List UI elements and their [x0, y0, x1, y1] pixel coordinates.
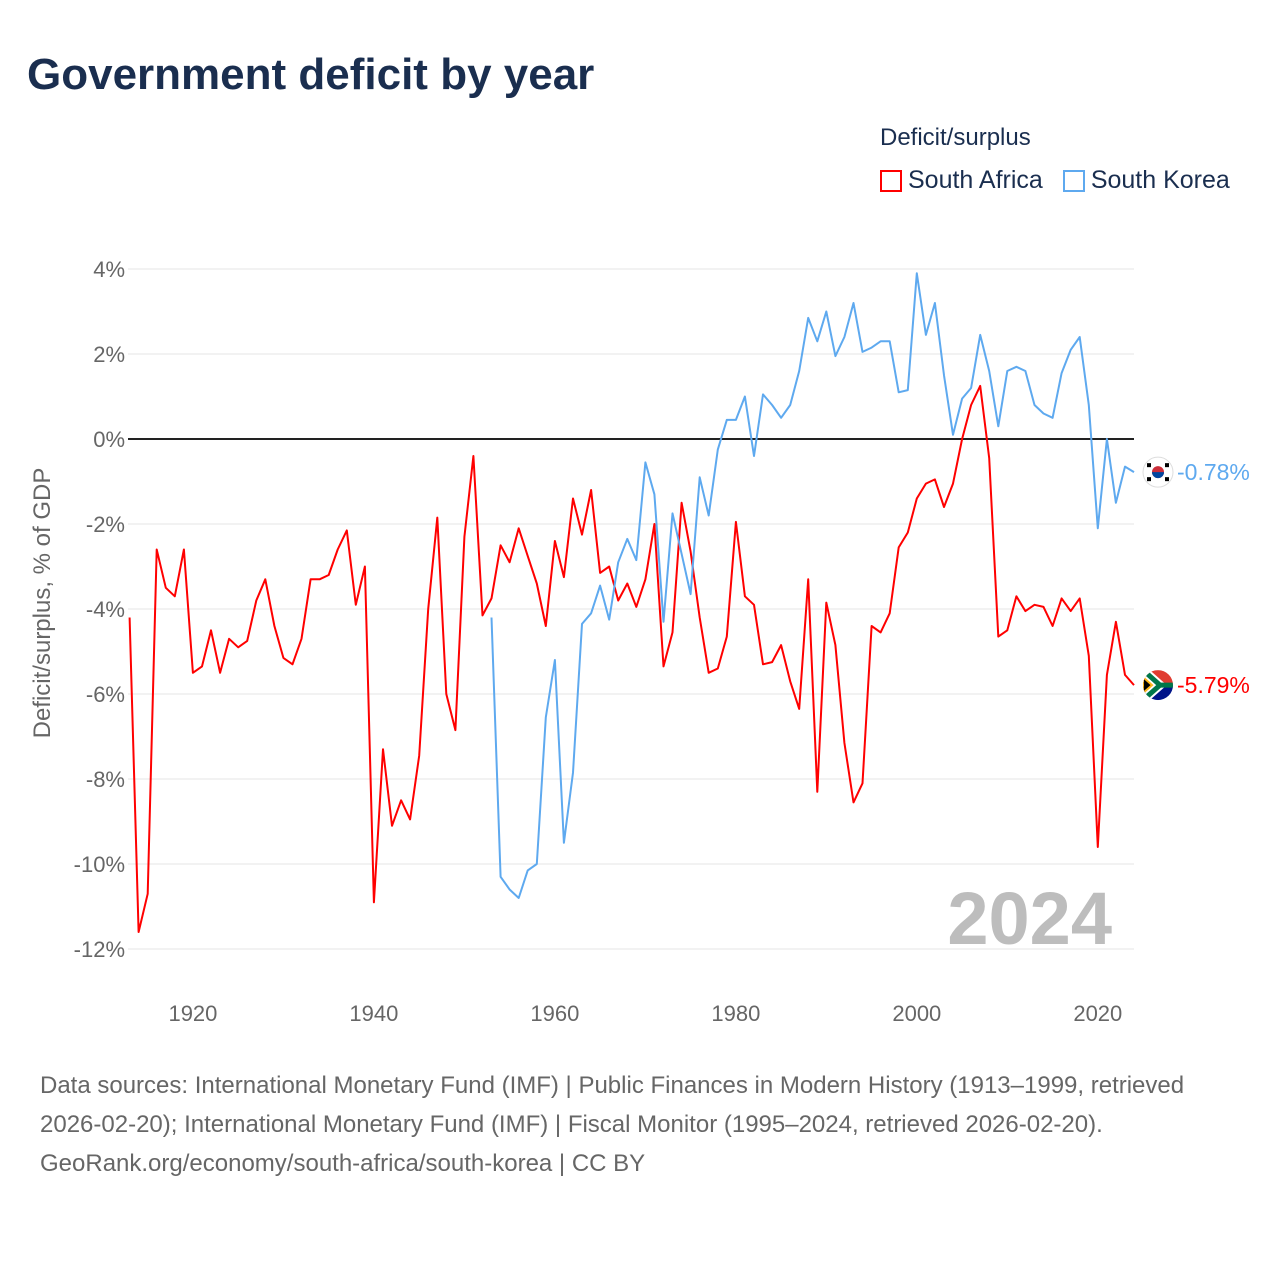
end-value-label: -5.79% [1177, 672, 1250, 698]
y-tick-label: -2% [86, 512, 125, 537]
y-tick-label: 0% [93, 427, 125, 452]
south-africa-flag-icon [1143, 670, 1173, 701]
x-tick-label: 2000 [892, 1001, 941, 1026]
series-line-south-korea [490, 272, 1135, 899]
x-tick-label: 1920 [168, 1001, 217, 1026]
y-tick-label: 2% [93, 342, 125, 367]
y-tick-label: -8% [86, 767, 125, 792]
end-value-label: -0.78% [1177, 459, 1250, 485]
legend-label: South Africa [908, 166, 1043, 194]
license: | CC BY [552, 1150, 646, 1177]
legend-item-south-africa[interactable]: South Africa [880, 166, 1043, 195]
x-tick-label: 1960 [530, 1001, 579, 1026]
flag-body [1143, 670, 1173, 701]
chart-title: Government deficit by year [27, 50, 595, 99]
legend-item-south-korea[interactable]: South Korea [1062, 166, 1230, 195]
legend-swatch-south-africa [880, 169, 902, 192]
flag-trigram [1165, 477, 1169, 482]
flag-taeguk-blue [1152, 472, 1164, 479]
x-tick-label: 2020 [1073, 1001, 1122, 1026]
flag-trigram [1165, 463, 1169, 468]
flag-trigram [1147, 463, 1151, 468]
footer: Data sources: International Monetary Fun… [40, 1066, 1240, 1183]
y-tick-label: -10% [74, 852, 125, 877]
series-line-south-africa [128, 384, 1135, 933]
legend-title: Deficit/surplus [880, 124, 1031, 151]
data-sources: Data sources: International Monetary Fun… [40, 1072, 1185, 1138]
legend-label: South Korea [1090, 166, 1230, 194]
flag-trigram [1147, 477, 1151, 482]
legend: South Africa South Korea [880, 166, 1230, 195]
y-axis-label: Deficit/surplus, % of GDP [29, 468, 56, 739]
south-korea-flag-icon [1142, 456, 1174, 488]
source-link[interactable]: GeoRank.org/economy/south-africa/south-k… [40, 1150, 553, 1177]
flag-black [1143, 674, 1154, 696]
y-tick-label: -4% [86, 597, 125, 622]
x-tick-label: 1980 [711, 1001, 760, 1026]
y-tick-label: -6% [86, 682, 125, 707]
x-tick-label: 1940 [349, 1001, 398, 1026]
legend-swatch-south-korea [1062, 169, 1085, 192]
y-tick-label: 4% [93, 257, 125, 282]
y-tick-label: -12% [74, 937, 125, 962]
year-watermark: 2024 [947, 877, 1112, 960]
